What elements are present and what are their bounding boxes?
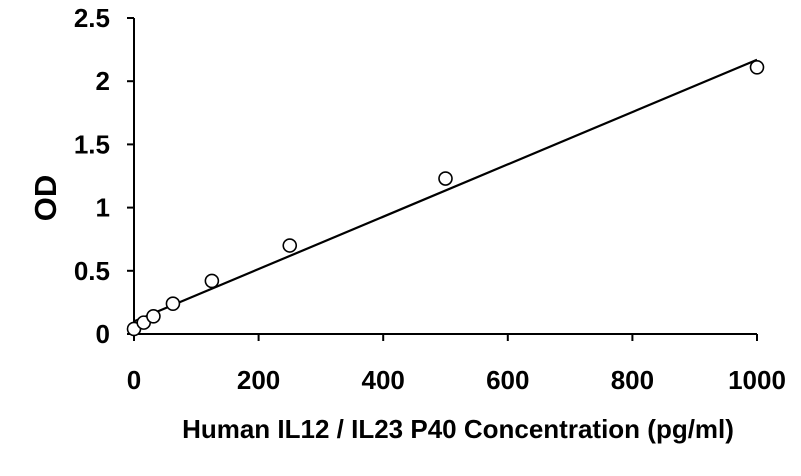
axes <box>127 17 758 341</box>
trendline <box>133 58 758 323</box>
x-tick-label: 600 <box>486 365 529 395</box>
data-point <box>438 171 453 186</box>
x-axis-title: Human IL12 / IL23 P40 Concentration (pg/… <box>182 414 734 444</box>
y-tick-label: 0 <box>96 319 110 349</box>
y-tick-label: 1.5 <box>74 129 110 159</box>
data-point <box>204 273 220 289</box>
x-tick-label: 1000 <box>728 365 786 395</box>
y-tick-label: 2.5 <box>74 3 110 33</box>
y-tick-label: 0.5 <box>74 256 110 286</box>
tick-labels: 0 0.5 1 1.5 2 2.5 0 200 400 600 800 1000 <box>74 3 786 395</box>
data-point <box>749 59 765 75</box>
x-tick-label: 0 <box>127 365 141 395</box>
y-axis-title: OD <box>28 175 63 222</box>
data-points <box>126 59 765 337</box>
data-point <box>165 296 181 311</box>
trendline-group <box>133 58 758 323</box>
x-tick-label: 400 <box>362 365 405 395</box>
y-tick-label: 2 <box>96 66 110 96</box>
x-tick-label: 800 <box>611 365 654 395</box>
data-point <box>146 309 161 324</box>
data-point <box>282 238 298 253</box>
y-tick-label: 1 <box>96 193 110 223</box>
x-tick-label: 200 <box>237 365 280 395</box>
